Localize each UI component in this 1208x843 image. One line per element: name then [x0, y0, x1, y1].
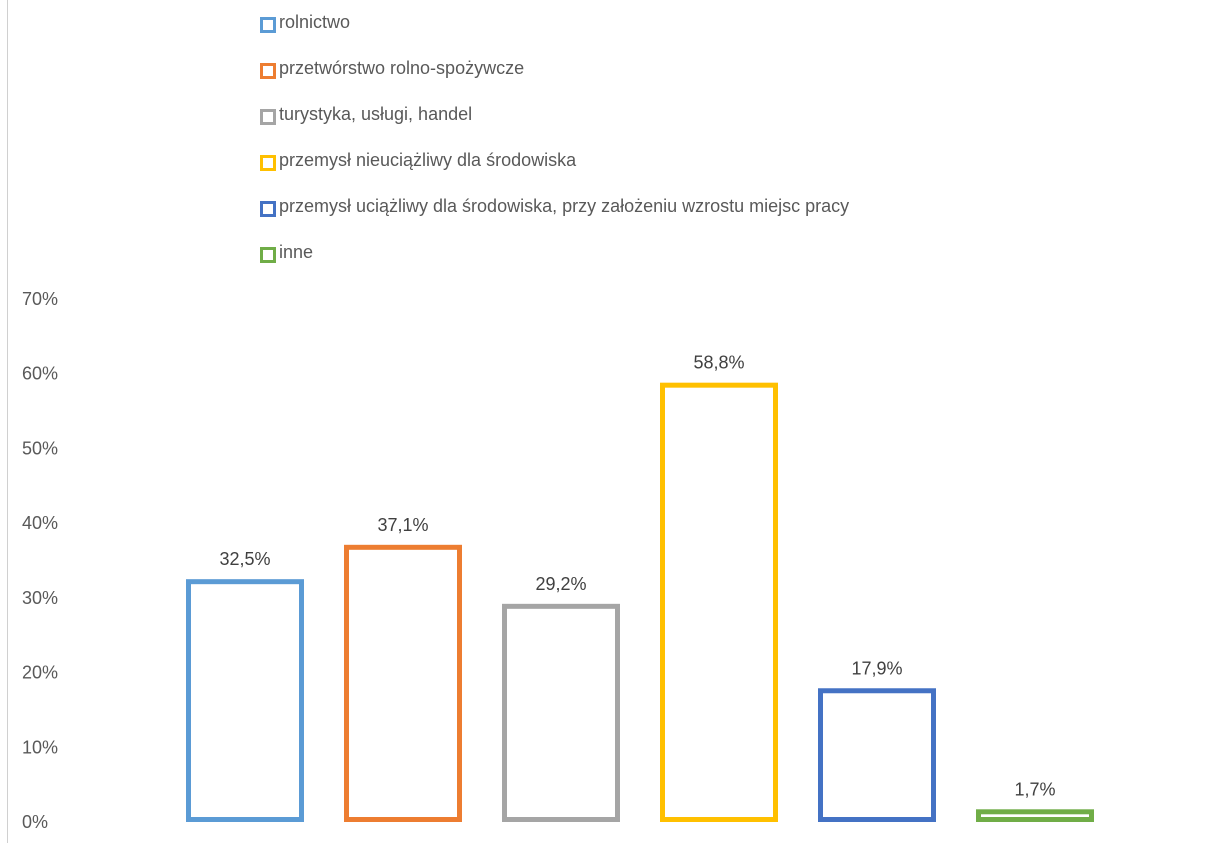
bar-value-label: 17,9%: [851, 658, 902, 678]
legend-label: turystyka, usługi, handel: [279, 104, 473, 124]
y-tick-label: 20%: [22, 663, 58, 683]
legend-marker-icon: [260, 109, 276, 125]
legend-label: rolnictwo: [279, 12, 351, 32]
bar-value-label: 58,8%: [693, 353, 744, 373]
legend-item-inne: inne: [260, 240, 1160, 286]
legend-marker-icon: [260, 17, 276, 33]
legend-label: inne: [279, 242, 314, 262]
bar: [818, 688, 936, 822]
legend-label: przetwórstwo rolno-spożywcze: [279, 58, 525, 78]
legend-label: przemysł uciążliwy dla środowiska, przy …: [279, 196, 850, 216]
y-tick-label: 40%: [22, 513, 58, 533]
y-tick-label: 30%: [22, 588, 58, 608]
y-tick-label: 10%: [22, 737, 58, 757]
y-tick-label: 70%: [22, 289, 58, 309]
y-axis: 0% 10% 20% 30% 40% 50% 60% 70%: [22, 289, 58, 832]
y-tick-label: 0%: [22, 812, 48, 832]
bar: [186, 579, 304, 823]
bar-value-label: 1,7%: [1014, 779, 1055, 799]
bar: [502, 603, 620, 822]
legend-item-przemysl-nieuciazliwy: przemysł nieuciążliwy dla środowiska: [260, 148, 1160, 194]
bar-value-label: 29,2%: [535, 574, 586, 594]
bar-value-label: 32,5%: [219, 549, 270, 569]
legend-label: przemysł nieuciążliwy dla środowiska: [279, 150, 577, 170]
legend-item-przemysl-uciazliwy: przemysł uciążliwy dla środowiska, przy …: [260, 194, 1160, 240]
data-labels: 32,5% 37,1% 29,2% 58,8% 17,9% 1,7%: [219, 353, 1055, 800]
bar: [660, 382, 778, 822]
legend-marker-icon: [260, 155, 276, 171]
bar: [344, 544, 462, 822]
legend: rolnictwo przetwórstwo rolno-spożywcze t…: [260, 10, 1160, 286]
y-tick-label: 60%: [22, 364, 58, 384]
legend-item-przetworstwo: przetwórstwo rolno-spożywcze: [260, 56, 1160, 102]
y-tick-label: 50%: [22, 438, 58, 458]
bar: [976, 809, 1094, 823]
legend-marker-icon: [260, 63, 276, 79]
legend-marker-icon: [260, 247, 276, 263]
chart-left-border: [7, 0, 8, 843]
legend-marker-icon: [260, 201, 276, 217]
legend-item-turystyka: turystyka, usługi, handel: [260, 102, 1160, 148]
legend-item-rolnictwo: rolnictwo: [260, 10, 1160, 56]
bar-value-label: 37,1%: [377, 515, 428, 535]
bars: [186, 382, 1094, 823]
